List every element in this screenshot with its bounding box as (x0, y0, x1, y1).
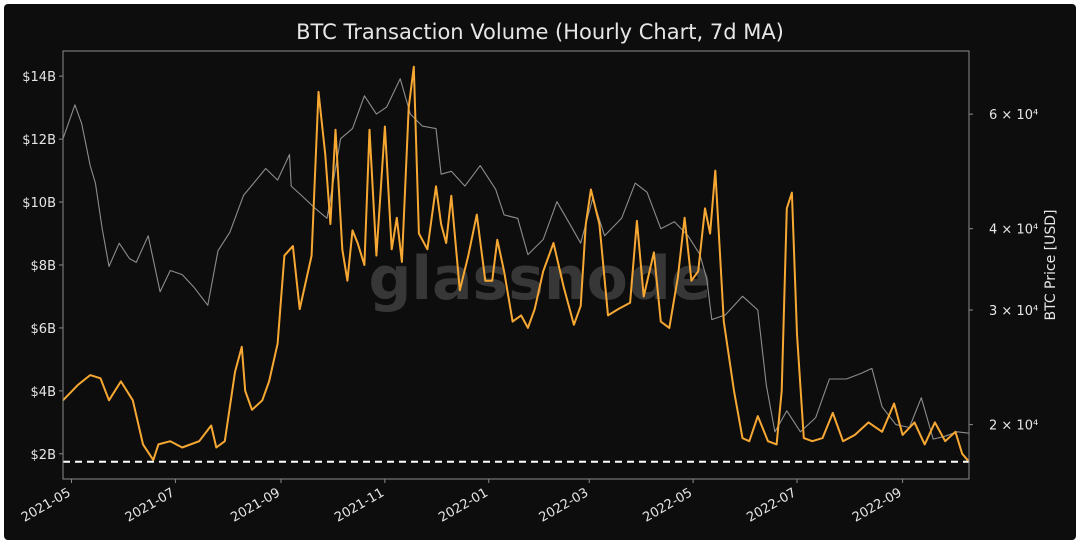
chart-canvas: BTC Transaction Volume (Hourly Chart, 7d… (19, 20, 1059, 526)
x-tick-label: 2022-03 (537, 485, 592, 525)
left-tick-label: $8B (31, 259, 56, 274)
left-tick-label: $4B (31, 385, 56, 400)
left-y-axis: $2B $4B $6B $8B $10B $12B $14B (22, 70, 63, 463)
left-tick-label: $12B (22, 133, 56, 148)
x-tick-label: 2021-07 (123, 485, 178, 525)
left-tick-label: $6B (31, 322, 56, 337)
x-tick-label: 2022-05 (641, 485, 696, 525)
x-tick-label: 2021-09 (228, 485, 283, 525)
left-tick-label: $10B (22, 196, 56, 211)
right-tick-label: 2 × 10⁴ (989, 419, 1038, 434)
x-tick-label: 2022-01 (436, 485, 491, 525)
left-tick-label: $14B (22, 70, 56, 85)
volume-series-layer (62, 65, 970, 463)
volume-series-line (62, 65, 970, 463)
right-tick-label: 3 × 10⁴ (989, 304, 1038, 319)
right-y-axis: 2 × 10⁴ 3 × 10⁴ 4 × 10⁴ 6 × 10⁴ (969, 108, 1038, 434)
watermark: glassnode (368, 244, 711, 314)
right-tick-label: 4 × 10⁴ (989, 223, 1038, 238)
x-axis: 2021-05 2021-07 2021-09 2021-11 2022-01 2022-… (19, 479, 905, 526)
right-tick-label: 6 × 10⁴ (989, 108, 1038, 123)
x-tick-label: 2021-11 (332, 485, 387, 525)
left-tick-label: $2B (31, 448, 56, 463)
right-axis-label: BTC Price [USD] (1043, 209, 1059, 320)
x-tick-label: 2022-07 (744, 485, 799, 525)
x-tick-label: 2022-09 (850, 485, 905, 525)
x-tick-label: 2021-05 (19, 485, 74, 525)
chart: BTC Transaction Volume (Hourly Chart, 7d… (4, 4, 1076, 540)
chart-title: BTC Transaction Volume (Hourly Chart, 7d… (296, 20, 784, 44)
